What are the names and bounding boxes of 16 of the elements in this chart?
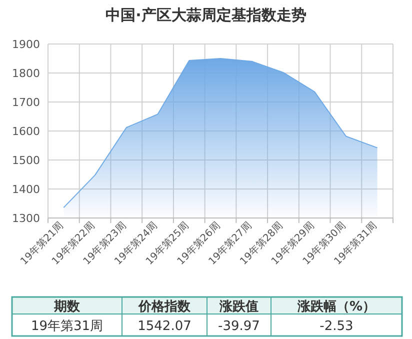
text: -39.97 bbox=[218, 319, 260, 334]
text: 期数 bbox=[53, 300, 81, 314]
y-tick-label: 1500 bbox=[12, 154, 40, 167]
y-tick-label: 1300 bbox=[12, 212, 40, 225]
text: 19年第31周 bbox=[30, 319, 104, 334]
chart-title: 中国·产区大蒜周定基指数走势 bbox=[106, 6, 306, 24]
y-tick-label: 1400 bbox=[12, 183, 40, 196]
y-tick-label: 1900 bbox=[12, 38, 40, 51]
text: 涨跌值 bbox=[218, 300, 258, 314]
y-tick-label: 1600 bbox=[12, 125, 40, 138]
text: 价格指数 bbox=[138, 300, 192, 314]
text: 1542.07 bbox=[138, 319, 192, 334]
y-tick-label: 1700 bbox=[12, 96, 40, 109]
text: -2.53 bbox=[320, 319, 354, 334]
y-tick-label: 1800 bbox=[12, 67, 40, 80]
text: 涨跌幅（%） bbox=[296, 300, 376, 314]
